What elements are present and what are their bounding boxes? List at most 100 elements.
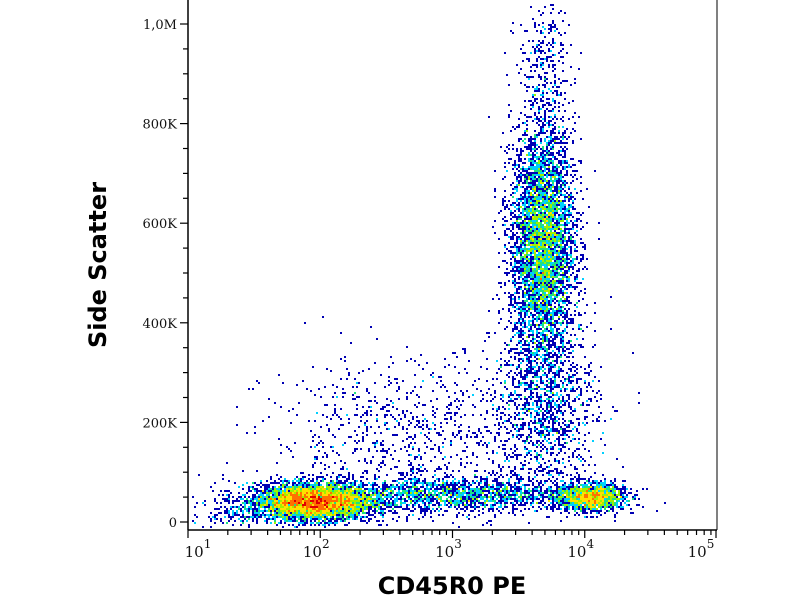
density-cell — [484, 478, 486, 480]
density-cell — [526, 210, 528, 212]
density-cell — [540, 180, 542, 182]
density-cell — [348, 512, 350, 514]
density-cell — [520, 260, 522, 262]
density-cell — [522, 282, 524, 284]
density-cell — [542, 346, 544, 348]
density-cell — [556, 274, 558, 276]
density-cell — [504, 252, 506, 254]
density-cell — [466, 516, 468, 518]
density-cell — [564, 390, 566, 392]
density-cell — [538, 178, 540, 180]
density-cell — [396, 520, 398, 522]
density-cell — [462, 514, 464, 516]
density-cell — [316, 496, 318, 498]
density-cell — [330, 520, 332, 522]
density-cell — [516, 168, 518, 170]
density-cell — [516, 218, 518, 220]
density-cell — [562, 230, 564, 232]
density-cell — [298, 480, 300, 482]
density-cell — [456, 492, 458, 494]
density-cell — [546, 254, 548, 256]
density-cell — [304, 514, 306, 516]
density-cell — [576, 226, 578, 228]
density-cell — [544, 346, 546, 348]
density-cell — [580, 254, 582, 256]
density-cell — [558, 488, 560, 490]
density-cell — [262, 506, 264, 508]
density-cell — [574, 506, 576, 508]
density-cell — [562, 120, 564, 122]
density-cell — [570, 364, 572, 366]
density-cell — [298, 482, 300, 484]
density-cell — [564, 300, 566, 302]
density-cell — [542, 208, 544, 210]
density-cell — [530, 164, 532, 166]
density-cell — [550, 190, 552, 192]
density-cell — [340, 500, 342, 502]
density-cell — [626, 500, 628, 502]
density-cell — [574, 286, 576, 288]
density-cell — [552, 258, 554, 260]
density-cell — [532, 208, 534, 210]
density-cell — [596, 494, 598, 496]
density-cell — [554, 352, 556, 354]
density-cell — [556, 280, 558, 282]
density-cell — [292, 484, 294, 486]
density-cell — [544, 214, 546, 216]
density-cell — [336, 500, 338, 502]
density-cell — [544, 218, 546, 220]
density-cell — [310, 508, 312, 510]
density-cell — [616, 498, 618, 500]
density-cell — [530, 300, 532, 302]
density-cell — [552, 210, 554, 212]
density-cell — [560, 186, 562, 188]
density-cell — [562, 476, 564, 478]
density-cell — [542, 300, 544, 302]
density-cell — [526, 274, 528, 276]
density-cell — [280, 512, 282, 514]
density-cell — [412, 472, 414, 474]
density-cell — [562, 338, 564, 340]
density-cell — [286, 500, 288, 502]
density-cell — [514, 274, 516, 276]
density-cell — [518, 170, 520, 172]
density-cell — [524, 326, 526, 328]
density-cell — [566, 160, 568, 162]
density-cell — [520, 314, 522, 316]
density-cell — [278, 508, 280, 510]
density-cell — [518, 270, 520, 272]
density-cell — [560, 504, 562, 506]
density-cell — [478, 488, 480, 490]
density-cell — [294, 484, 296, 486]
density-cell — [432, 482, 434, 484]
density-cell — [288, 480, 290, 482]
density-cell — [550, 324, 552, 326]
density-cell — [300, 514, 302, 516]
density-cell — [558, 220, 560, 222]
density-cell — [506, 272, 508, 274]
density-cell — [574, 504, 576, 506]
density-cell — [534, 304, 536, 306]
density-cell — [272, 482, 274, 484]
density-cell — [530, 290, 532, 292]
density-cell — [430, 500, 432, 502]
density-cell — [322, 492, 324, 494]
density-cell — [410, 490, 412, 492]
density-cell — [378, 496, 380, 498]
density-cell — [288, 488, 290, 490]
density-cell — [550, 124, 552, 126]
density-cell — [532, 168, 534, 170]
density-cell — [482, 488, 484, 490]
density-cell — [552, 286, 554, 288]
density-cell — [280, 514, 282, 516]
density-cell — [542, 292, 544, 294]
density-cell — [524, 106, 526, 108]
density-cell — [558, 268, 560, 270]
density-cell — [568, 230, 570, 232]
density-cell — [596, 496, 598, 498]
density-cell — [522, 308, 524, 310]
density-cell — [576, 492, 578, 494]
density-cell — [520, 228, 522, 230]
density-cell — [578, 312, 580, 314]
density-cell — [544, 124, 546, 126]
